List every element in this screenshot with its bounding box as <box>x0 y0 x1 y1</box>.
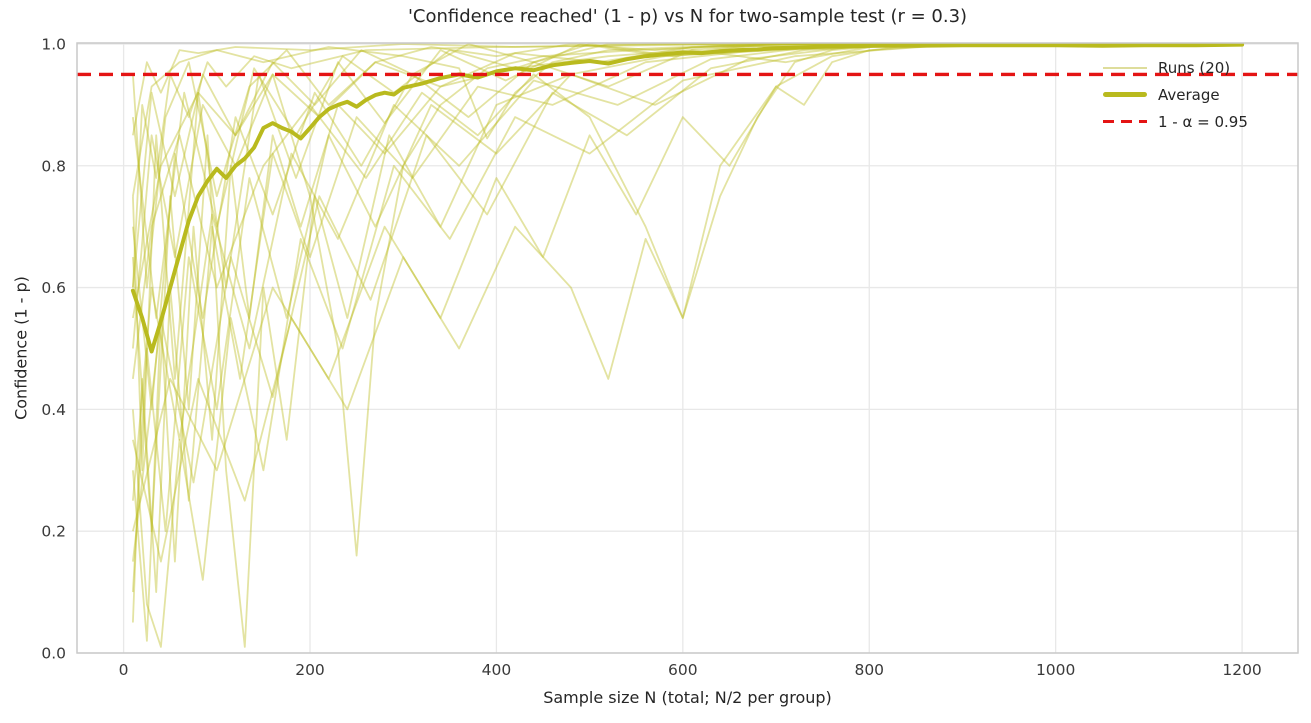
run-line <box>132 43 1243 642</box>
axes-spines <box>76 42 1299 654</box>
x-tick-label: 1200 <box>1222 661 1261 679</box>
legend-item-runs: Runs (20) <box>1103 54 1248 81</box>
run-line <box>132 43 1243 472</box>
y-tick-label: 0.4 <box>41 401 66 419</box>
run-line <box>132 43 1243 319</box>
y-tick-label: 1.0 <box>41 35 66 53</box>
threshold-line-swatch <box>1103 119 1147 124</box>
run-line <box>132 43 1243 532</box>
average-line-swatch <box>1103 92 1147 97</box>
runs-lines <box>132 43 1243 648</box>
y-tick-label: 0.8 <box>41 157 66 175</box>
legend-item-threshold: 1 - α = 0.95 <box>1103 108 1248 135</box>
x-tick-label: 400 <box>482 661 512 679</box>
run-line <box>132 43 1243 380</box>
x-tick-label: 600 <box>668 661 698 679</box>
runs-line-swatch <box>1103 66 1147 69</box>
y-tick-label: 0.6 <box>41 279 66 297</box>
legend: Runs (20) Average 1 - α = 0.95 <box>1103 54 1248 135</box>
y-tick-label: 0.0 <box>41 645 66 663</box>
run-line <box>132 43 1243 289</box>
run-line <box>132 43 1243 501</box>
y-tick-label: 0.2 <box>41 523 66 541</box>
run-line <box>132 43 1243 562</box>
x-tick-label: 200 <box>295 661 325 679</box>
run-line <box>132 43 1243 563</box>
legend-label-threshold: 1 - α = 0.95 <box>1158 112 1248 131</box>
average-line <box>130 42 1245 354</box>
run-line <box>132 43 1243 288</box>
x-axis-label: Sample size N (total; N/2 per group) <box>543 688 832 707</box>
x-tick-label: 0 <box>119 661 129 679</box>
run-line <box>132 43 1243 623</box>
run-line <box>132 43 1243 288</box>
run-line <box>132 43 1243 197</box>
legend-label-runs: Runs (20) <box>1158 58 1231 77</box>
x-tick-label: 1000 <box>1036 661 1075 679</box>
legend-item-average: Average <box>1103 81 1248 108</box>
run-line <box>132 43 1243 136</box>
y-axis-label: Confidence (1 - p) <box>11 276 31 420</box>
run-line <box>132 43 1243 648</box>
chart-title: 'Confidence reached' (1 - p) vs N for tw… <box>407 6 968 27</box>
run-line <box>132 43 1243 648</box>
x-tick-label: 800 <box>854 661 884 679</box>
run-line <box>132 43 1243 557</box>
run-line <box>132 43 1243 411</box>
run-line <box>132 43 1243 349</box>
run-line <box>132 43 1243 593</box>
tick-labels: 0 200 400 600 800 1000 1200 0.0 0.2 0.4 0.6 0.8 1.0 <box>41 35 1261 679</box>
legend-label-average: Average <box>1158 85 1220 104</box>
